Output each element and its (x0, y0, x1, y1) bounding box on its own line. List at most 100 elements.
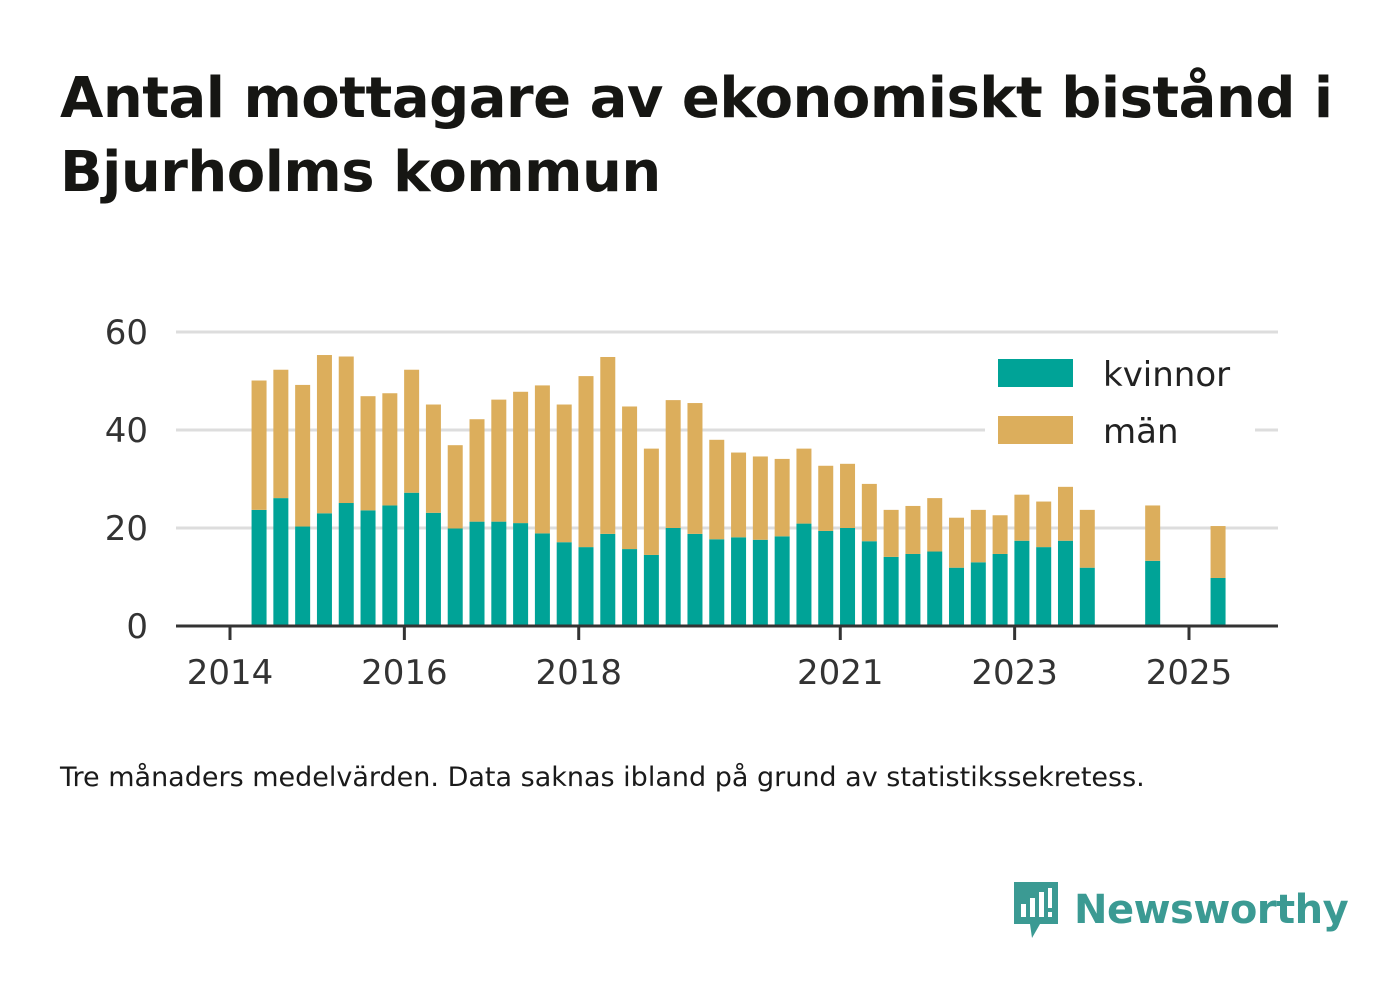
bar-kvinnor (469, 521, 485, 626)
bar-man (949, 517, 965, 568)
legend-label-man: män (1103, 412, 1179, 452)
bar-kvinnor (665, 528, 681, 626)
bar-kvinnor (600, 533, 616, 626)
bar-kvinnor (295, 526, 311, 626)
bar-man (1210, 526, 1226, 578)
bar-kvinnor (556, 542, 572, 626)
bar-kvinnor (861, 541, 877, 626)
bar-man (578, 376, 594, 548)
bar-man (382, 393, 398, 506)
y-tick-label: 20 (105, 509, 148, 549)
bar-kvinnor (382, 505, 398, 626)
bar-kvinnor (447, 528, 463, 626)
bar-man (774, 458, 790, 537)
x-tick-label: 2016 (361, 653, 448, 693)
bar-kvinnor (927, 551, 943, 626)
bar-man (491, 399, 507, 522)
bar-kvinnor (883, 556, 899, 626)
bar-man (469, 419, 485, 522)
bar-man (600, 356, 616, 534)
bar-kvinnor (578, 547, 594, 626)
bar-man (447, 445, 463, 529)
bar-man (273, 369, 289, 499)
bar-man (883, 509, 899, 557)
bar-kvinnor (949, 567, 965, 626)
bar-kvinnor (1014, 540, 1030, 626)
bar-man (643, 448, 659, 555)
bar-man (425, 404, 441, 513)
y-tick-label: 60 (105, 313, 148, 353)
bar-kvinnor (796, 523, 812, 626)
bar-man (861, 483, 877, 542)
legend-swatch-man (998, 416, 1073, 444)
bar-man (687, 403, 703, 534)
bar-kvinnor (643, 554, 659, 626)
bar-kvinnor (709, 539, 725, 626)
bar-man (731, 452, 747, 538)
bar-man (1079, 509, 1095, 568)
bar-man (1057, 486, 1073, 541)
bar-kvinnor (534, 533, 550, 626)
brand-name: Newsworthy (1074, 887, 1349, 933)
bar-kvinnor (687, 533, 703, 626)
bar-kvinnor (1036, 547, 1052, 626)
bar-man (970, 509, 986, 563)
y-tick-label: 0 (126, 607, 148, 647)
bar-man (905, 505, 921, 554)
bar-man (513, 391, 529, 524)
newsworthy-logo-icon (1014, 882, 1058, 938)
bar-kvinnor (970, 562, 986, 626)
bar-man (752, 456, 768, 540)
bar-man (338, 356, 354, 504)
bar-man (927, 498, 943, 552)
bar-man (665, 400, 681, 528)
bar-kvinnor (731, 537, 747, 626)
bar-man (992, 515, 1008, 554)
bar-kvinnor (1210, 577, 1226, 626)
bar-man (1145, 505, 1161, 561)
legend: kvinnor män (985, 348, 1255, 456)
bar-man (796, 448, 812, 524)
bars (251, 355, 1226, 626)
bar-kvinnor (752, 539, 768, 626)
bar-man (534, 385, 550, 534)
bar-man (316, 355, 332, 514)
bar-man (1036, 501, 1052, 548)
bar-kvinnor (425, 512, 441, 626)
brand-logo: Newsworthy (1010, 878, 1349, 942)
bar-kvinnor (360, 510, 376, 626)
legend-label-kvinnor: kvinnor (1103, 355, 1230, 395)
bar-man (818, 465, 834, 531)
bar-kvinnor (622, 549, 638, 626)
bar-man (360, 396, 376, 511)
bar-man (251, 380, 267, 510)
y-axis-labels: 0 20 40 60 (105, 313, 148, 647)
x-tick-label: 2025 (1146, 653, 1233, 693)
x-axis: 2014 2016 2018 2021 2023 2025 (176, 624, 1278, 693)
bar-kvinnor (513, 523, 529, 626)
bar-kvinnor (992, 553, 1008, 626)
bar-kvinnor (491, 521, 507, 626)
bar-kvinnor (818, 530, 834, 626)
bar-man (840, 463, 856, 528)
x-tick-label: 2023 (971, 653, 1058, 693)
bar-man (622, 406, 638, 550)
bar-man (404, 369, 420, 493)
footnote: Tre månaders medelvärden. Data saknas ib… (60, 762, 1145, 793)
bar-man (556, 404, 572, 543)
bar-kvinnor (1145, 560, 1161, 626)
bar-kvinnor (905, 553, 921, 626)
bar-kvinnor (251, 509, 267, 626)
bar-kvinnor (273, 498, 289, 626)
y-tick-label: 40 (105, 411, 148, 451)
bar-man (1014, 494, 1030, 541)
x-tick-label: 2021 (797, 653, 884, 693)
legend-swatch-kvinnor (998, 359, 1073, 387)
x-tick-label: 2014 (187, 653, 274, 693)
bar-kvinnor (1057, 540, 1073, 626)
bar-kvinnor (338, 503, 354, 626)
bar-kvinnor (1079, 567, 1095, 626)
x-tick-label: 2018 (535, 653, 622, 693)
bar-kvinnor (316, 513, 332, 626)
